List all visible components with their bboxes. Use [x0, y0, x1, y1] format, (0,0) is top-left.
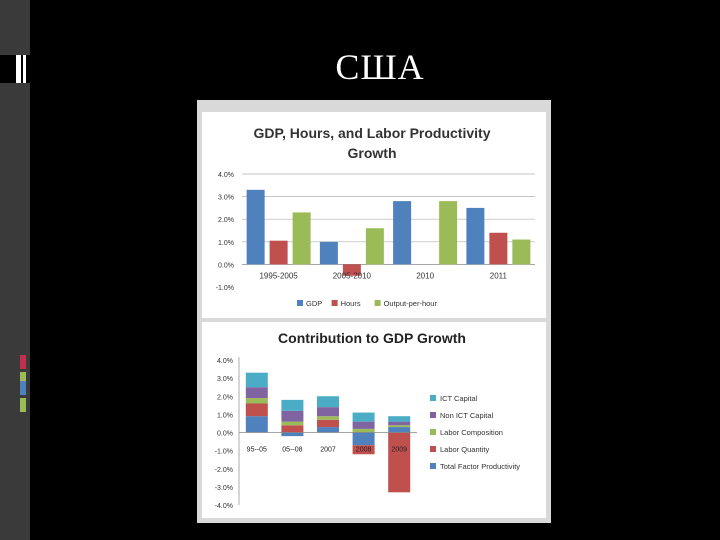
chart1-bar-output-per-hour — [365, 228, 384, 265]
chart2-stack-segment — [388, 427, 411, 433]
chart1-legend-label: Hours — [341, 299, 361, 308]
chart2-xtick: 2009 — [391, 447, 407, 454]
chart1-legend-swatch — [297, 300, 303, 306]
chart1-xtick: 2011 — [490, 271, 508, 280]
chart1-bar-gdp — [319, 241, 338, 265]
slide-title: США — [335, 47, 425, 87]
chart1-bar-gdp — [393, 201, 412, 265]
chart1-legend-swatch — [374, 300, 381, 306]
left-decor-strip — [0, 0, 30, 540]
chart1-legend-swatch — [331, 300, 338, 306]
chart1-ytick: 4.0% — [218, 172, 234, 179]
accent-mark — [20, 381, 26, 395]
chart2-xtick: 05--08 — [282, 447, 302, 454]
chart1-ytick: -1.0% — [216, 285, 234, 292]
chart1-bar-output-per-hour — [439, 201, 458, 265]
chart1-ytick: 1.0% — [218, 240, 234, 247]
chart2-legend-swatch — [430, 446, 436, 452]
chart2-ytick: 0.0% — [217, 431, 233, 438]
chart2-xtick: 95--05 — [247, 447, 267, 454]
chart2-legend-label: Labor Quantity — [440, 445, 489, 454]
chart2-legend-label: Non ICT Capital — [440, 411, 494, 420]
chart2-legend-swatch — [430, 412, 436, 418]
chart2-stack-segment — [317, 419, 339, 428]
chart2-stack-segment — [352, 432, 375, 446]
chart2-stack-segment — [317, 427, 339, 433]
chart2-legend-swatch — [430, 395, 436, 401]
chart1-xtick: 2010 — [416, 271, 434, 280]
chart2-stack-segment — [352, 428, 375, 433]
chart1-legend-label: Output-per-hour — [384, 299, 438, 308]
chart2-title: Contribution to GDP Growth — [278, 330, 466, 346]
title-decor-line-thin — [23, 55, 26, 83]
chart1-xtick: 2005-2010 — [333, 271, 372, 280]
chart2-stack-segment — [352, 445, 375, 455]
chart2-ytick: 3.0% — [217, 376, 233, 383]
chart2-legend-swatch — [430, 429, 436, 435]
chart2-stack-segment — [352, 412, 375, 422]
chart2-stack-segment — [281, 410, 304, 422]
accent-mark — [20, 398, 26, 412]
chart2-stack-segment — [388, 421, 411, 426]
chart1-ytick: 2.0% — [218, 217, 234, 224]
accent-mark — [20, 355, 26, 369]
chart1-bar-output-per-hour — [512, 239, 531, 265]
chart1-legend-label: GDP — [306, 299, 322, 308]
chart2-stack-segment — [317, 396, 339, 408]
chart2-legend-swatch — [430, 463, 436, 469]
charts-svg: GDP, Hours, and Labor Productivity Growth… — [202, 112, 546, 518]
chart2-stack-segment — [281, 399, 304, 411]
chart2-stack-segment — [317, 407, 339, 417]
chart1-bar-output-per-hour — [292, 212, 311, 265]
chart2-ytick: -4.0% — [215, 503, 233, 510]
chart2-stack-segment — [245, 403, 268, 417]
chart2-legend-label: Total Factor Productivity — [440, 462, 520, 471]
chart2-stack-segment — [281, 432, 304, 437]
chart2-stack-segment — [281, 421, 304, 426]
chart2-ytick: 1.0% — [217, 412, 233, 419]
chart2-stack-segment — [281, 425, 304, 433]
chart1-bar-hours — [342, 264, 361, 276]
chart1-ytick: 3.0% — [218, 195, 234, 202]
chart2-stack-segment — [317, 416, 339, 420]
chart2-stack-segment — [388, 432, 411, 493]
chart2-ytick: -1.0% — [215, 449, 233, 456]
chart2-xtick: 2008 — [356, 447, 372, 454]
chart2-ytick: -3.0% — [215, 485, 233, 492]
chart1-title-line2: Growth — [348, 145, 397, 161]
chart2-xtick: 2007 — [320, 447, 336, 454]
chart1-bar-hours — [489, 232, 508, 265]
chart2-stack-segment — [245, 387, 268, 399]
chart1-title: GDP, Hours, and Labor Productivity — [253, 125, 490, 141]
chart2-ytick: 2.0% — [217, 394, 233, 401]
chart2-legend-label: ICT Capital — [440, 394, 478, 403]
chart2-ytick: -2.0% — [215, 467, 233, 474]
chart2-stack-segment — [388, 416, 411, 422]
accent-mark — [20, 372, 26, 386]
chart1-ytick: 0.0% — [218, 262, 234, 269]
title-decor-line — [16, 55, 21, 83]
chart2-ytick: 4.0% — [217, 358, 233, 365]
chart2-stack-segment — [245, 372, 268, 388]
chart2-legend-label: Labor Composition — [440, 428, 503, 437]
chart2-stack-segment — [245, 416, 268, 433]
chart2-stack-segment — [352, 421, 375, 429]
chart2-stack-segment — [245, 398, 268, 404]
chart1-xtick: 1995-2005 — [259, 271, 298, 280]
chart1-bar-gdp — [466, 207, 485, 265]
chart1-bar-gdp — [246, 189, 265, 265]
chart2-stack-segment — [388, 425, 411, 428]
chart1-bar-hours — [269, 240, 288, 265]
chart-panel: GDP, Hours, and Labor Productivity Growth… — [197, 100, 551, 523]
